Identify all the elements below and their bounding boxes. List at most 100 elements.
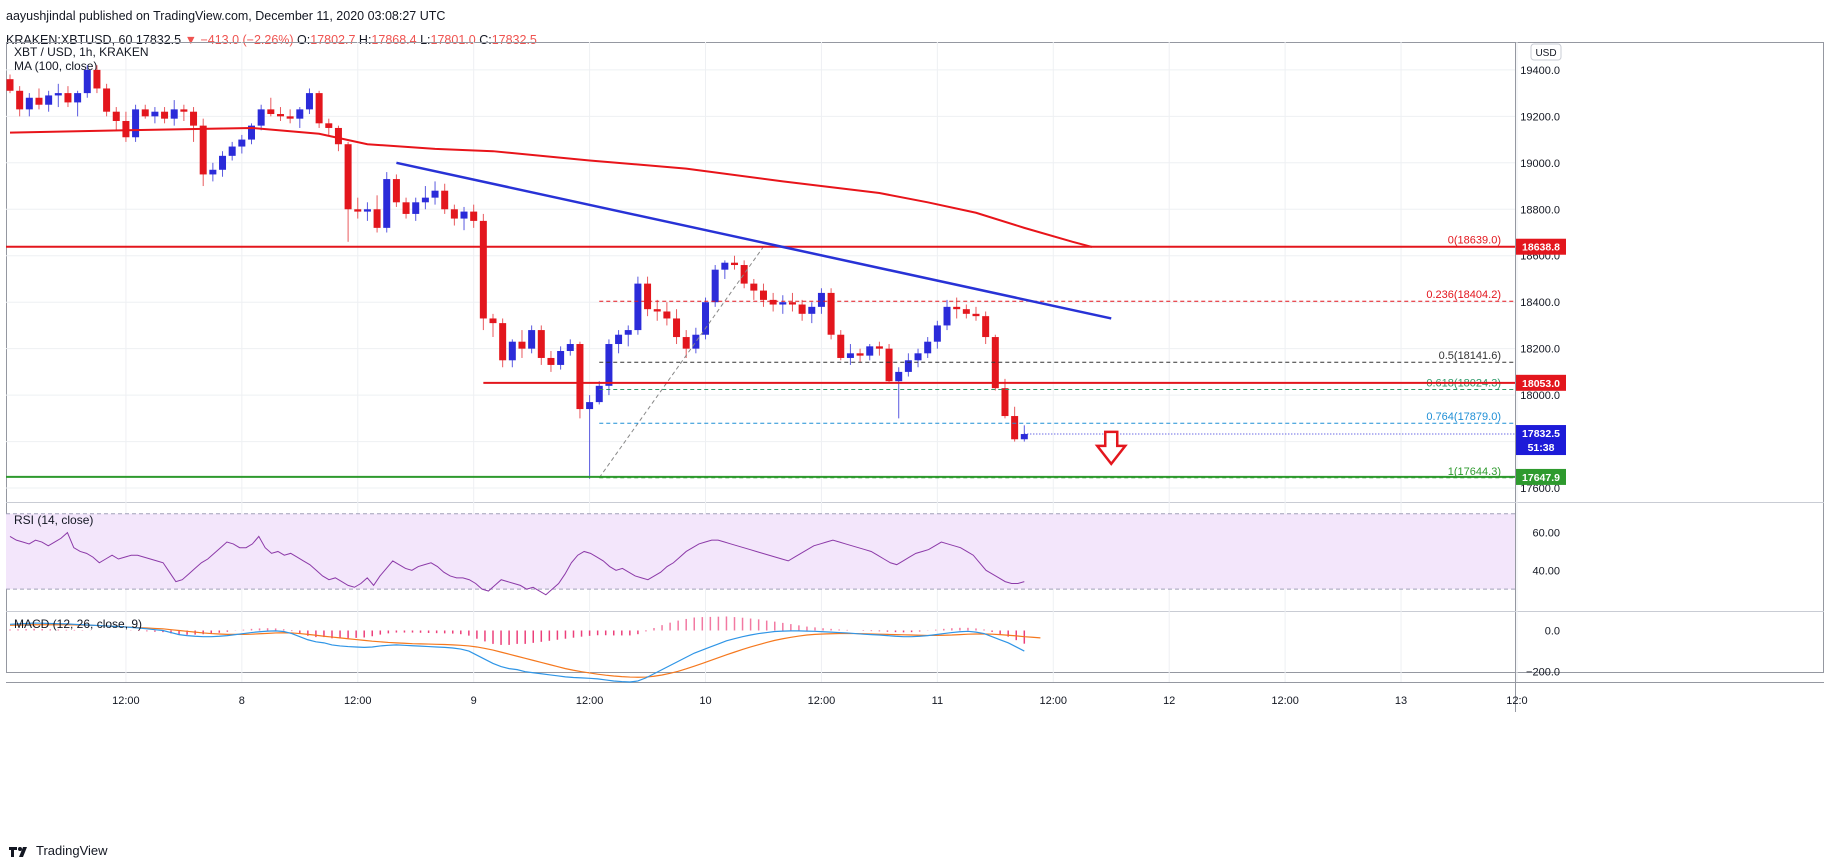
candle-bullish	[586, 402, 594, 410]
x-tick-label: 12:00	[1271, 695, 1299, 707]
candle-bearish	[441, 190, 449, 210]
candle-bearish	[682, 337, 690, 349]
candle-bearish	[769, 299, 777, 305]
candle-bullish	[83, 69, 91, 94]
candle-bearish	[972, 313, 980, 317]
candle-bearish	[180, 109, 188, 112]
candle-bearish	[740, 265, 748, 284]
candle-bullish	[363, 209, 371, 212]
close-label: C:	[479, 33, 492, 47]
x-tick-label: 12:00	[1040, 695, 1068, 707]
candle-bearish	[334, 127, 342, 145]
candle-bullish	[702, 302, 710, 335]
candle-bullish	[170, 109, 178, 119]
candle-bullish	[151, 111, 159, 117]
candle-bearish	[141, 109, 149, 117]
x-tick-label: 12:00	[112, 695, 140, 707]
candle-bearish	[344, 144, 352, 210]
candle-bearish	[122, 120, 130, 138]
mid-level-badge	[1516, 374, 1566, 391]
support-level-value: 17647.9	[1522, 472, 1560, 484]
close-value: 17832.5	[491, 33, 537, 47]
publish-info: published on TradingView.com, December 1…	[78, 9, 446, 23]
high-label: H:	[358, 33, 372, 47]
candle-bearish	[373, 209, 381, 228]
candle-bearish	[673, 318, 681, 338]
fib-anchor-line	[598, 246, 764, 479]
y-tick-label: 19000.0	[1520, 158, 1560, 170]
fib-level-label: 0.5(18141.6)	[1439, 350, 1501, 362]
author-name[interactable]: aayushjindal	[6, 9, 76, 23]
candle-bearish	[837, 334, 845, 358]
candle-bearish	[199, 125, 207, 175]
candle-bearish	[450, 209, 458, 219]
candle-bullish	[711, 269, 719, 303]
chart-svg[interactable]: 12:00 8 12:00 9 12:00 10 12:00 11 12:00 12 12:00 13…	[0, 42, 1824, 832]
grid	[6, 42, 1518, 682]
candle-bullish	[943, 306, 951, 326]
fib-level-label: 0.764(17879.0)	[1426, 411, 1501, 423]
candle-bearish	[64, 93, 72, 103]
candle-bearish	[962, 309, 970, 314]
candle-bullish	[779, 302, 787, 305]
candle-bearish	[653, 309, 661, 312]
candle-bearish	[991, 337, 999, 389]
candle-bearish	[6, 79, 14, 91]
candle-bullish	[257, 109, 265, 126]
candle-bullish	[595, 385, 603, 403]
high-value: 17868.4	[371, 33, 417, 47]
candle-bullish	[74, 93, 82, 103]
candle-bullish	[132, 109, 140, 138]
rsi-tick-label: 40.00	[1532, 565, 1560, 577]
bar-countdown: 51:38	[1528, 442, 1555, 454]
tradingview-brand[interactable]: TradingView	[36, 843, 108, 858]
candle-bullish	[421, 197, 429, 203]
candle-bearish	[537, 330, 545, 358]
mid-level-value: 18053.0	[1522, 378, 1560, 390]
x-tick-label: 11	[932, 695, 943, 707]
candle-bullish	[238, 139, 246, 147]
candle-bearish	[325, 123, 333, 128]
candle-bearish	[788, 302, 796, 305]
candle-bearish	[518, 341, 526, 349]
candle-bearish	[731, 262, 738, 266]
candle-bullish	[383, 179, 391, 228]
chart-area[interactable]: 12:00 8 12:00 9 12:00 10 12:00 11 12:00 12 12:00 13…	[0, 42, 1824, 832]
candle-bullish	[412, 202, 420, 214]
support-level-badge	[1516, 468, 1566, 485]
candle-bearish	[827, 292, 835, 335]
candle-bullish	[460, 211, 468, 219]
candle-bearish	[103, 88, 111, 112]
candle-bullish	[692, 334, 700, 349]
tradingview-logo-icon[interactable]	[8, 844, 30, 858]
candle-bearish	[1011, 416, 1019, 440]
y-tick-label: 19400.0	[1520, 65, 1560, 77]
candle-bearish	[1001, 388, 1009, 417]
candle-bearish	[354, 209, 362, 212]
fib-level-label: 0.236(18404.2)	[1426, 289, 1501, 301]
candle-bullish	[566, 344, 574, 351]
candle-bearish	[267, 109, 275, 115]
candle-bearish	[750, 283, 758, 291]
currency-badge: USD	[1535, 48, 1556, 59]
candle-bearish	[982, 316, 990, 338]
candle-bullish	[615, 334, 623, 345]
candle-bearish	[35, 97, 43, 105]
candle-bearish	[499, 323, 507, 361]
descending-trendline	[396, 161, 1112, 320]
candle-bearish	[856, 353, 864, 356]
candle-bullish	[305, 93, 313, 110]
symbol-label: KRAKEN:XBTUSD, 60	[6, 33, 133, 47]
candle-bullish	[228, 146, 236, 156]
candle-bearish	[885, 348, 893, 382]
rsi-line	[9, 531, 1025, 596]
candle-bullish	[904, 360, 912, 372]
candle-bullish	[924, 341, 932, 354]
x-tick-label: 9	[471, 695, 477, 707]
candle-bullish	[248, 125, 255, 140]
last-price-value: 17832.5	[1522, 428, 1560, 440]
candle-bullish	[605, 344, 613, 386]
x-tick-label: 8	[239, 695, 245, 707]
candle-bearish	[392, 179, 400, 203]
candle-bullish	[25, 97, 33, 110]
